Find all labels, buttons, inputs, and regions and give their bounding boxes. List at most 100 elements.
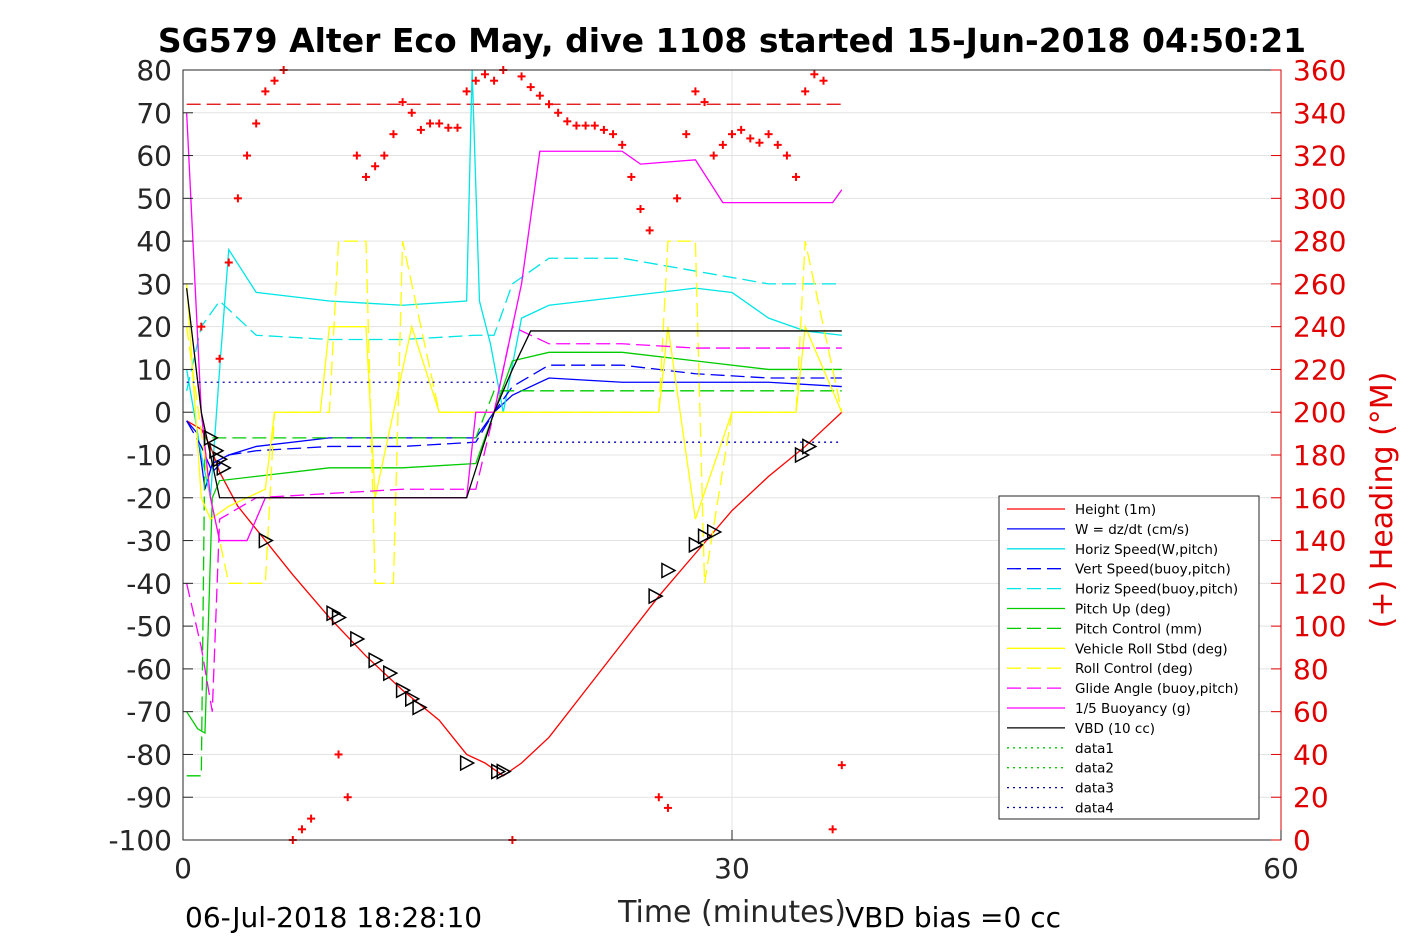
y-right-tick-label: 80 — [1293, 653, 1329, 686]
heading-point — [737, 125, 746, 134]
heading-point — [380, 151, 389, 160]
depth-marker — [706, 523, 723, 541]
heading-point — [810, 70, 819, 79]
heading-point — [801, 87, 810, 96]
y-right-tick-label: 120 — [1293, 567, 1346, 600]
y-right-tick-label: 260 — [1293, 268, 1346, 301]
legend-entry: Vehicle Roll Stbd (deg) — [1075, 641, 1228, 657]
series-line-10 — [186, 112, 843, 542]
series-line-4 — [186, 257, 842, 391]
depth-marker — [459, 754, 476, 772]
legend-entry: VBD (10 cc) — [1075, 721, 1155, 737]
y-tick-label: -60 — [126, 653, 172, 686]
y-axis-right-label: (+) Heading (°M) — [1365, 372, 1400, 629]
series-line-2 — [186, 69, 842, 498]
heading-point — [773, 140, 782, 149]
depth-marker — [802, 438, 818, 455]
heading-point — [746, 134, 755, 143]
depth-marker — [688, 536, 704, 554]
series-line-0 — [186, 411, 843, 777]
heading-point — [517, 72, 526, 81]
depth-marker — [203, 429, 220, 447]
heading-point — [334, 750, 343, 759]
heading-point — [270, 76, 279, 85]
y-right-tick-label: 320 — [1293, 140, 1346, 173]
y-right-tick-label: 280 — [1293, 225, 1346, 258]
y-right-tick-label: 60 — [1293, 696, 1329, 729]
heading-point — [416, 125, 425, 134]
legend-entry: W = dz/dt (cm/s) — [1075, 522, 1189, 538]
heading-point — [755, 138, 764, 147]
legend-entry: data3 — [1075, 781, 1114, 797]
depth-marker — [368, 652, 384, 669]
y-right-tick-label: 20 — [1293, 781, 1329, 814]
depth-marker-layer — [203, 429, 818, 780]
y-right-tick-label: 240 — [1293, 311, 1346, 344]
heading-point — [581, 121, 590, 130]
y-tick-label: 40 — [136, 225, 172, 258]
depth-marker — [395, 682, 412, 699]
depth-marker — [412, 699, 428, 716]
y-tick-label: -20 — [126, 482, 172, 515]
y-tick-label: -80 — [126, 738, 172, 771]
heading-point — [545, 100, 553, 109]
y-tick-label: 0 — [154, 396, 172, 429]
y-right-tick-label: 300 — [1293, 182, 1346, 215]
legend-entry: Pitch Control (mm) — [1075, 621, 1202, 637]
depth-marker — [350, 630, 366, 648]
legend-entry: 1/5 Buoyancy (g) — [1075, 701, 1191, 717]
heading-point — [636, 205, 645, 214]
x-tick-label: 30 — [714, 852, 750, 885]
heading-point — [828, 825, 837, 834]
depth-marker — [697, 528, 714, 545]
series-line-11 — [186, 288, 842, 499]
vbd-bias-footer: VBD bias =0 cc — [845, 901, 1061, 934]
y-tick-label: 70 — [136, 97, 172, 130]
heading-point — [444, 123, 453, 132]
y-tick-label: 20 — [136, 311, 172, 344]
x-axis-label: Time (minutes) — [617, 895, 846, 930]
legend: Height (1m) W = dz/dt (cm/s) Horiz Speed(W… — [998, 495, 1260, 820]
heading-point — [243, 151, 252, 160]
depth-marker — [216, 459, 232, 477]
series-line-6 — [186, 390, 842, 777]
heading-point — [261, 87, 270, 96]
legend-entry: data2 — [1075, 761, 1114, 777]
y-right-tick-label: 100 — [1293, 610, 1346, 643]
series-line-9 — [186, 325, 842, 712]
chart-title: SG579 Alter Eco May, dive 1108 started 1… — [158, 21, 1306, 60]
heading-point — [297, 825, 306, 834]
heading-point — [197, 322, 206, 331]
depth-marker — [258, 532, 274, 549]
legend-entry: data4 — [1075, 801, 1114, 817]
legend-entry: data1 — [1075, 741, 1114, 757]
heading-point — [673, 194, 682, 203]
y-right-tick-label: 200 — [1293, 396, 1346, 429]
y-axis-left: 80 70 60 50 40 30 20 10 0 -10 -20 -30 -40 -50 -60 -70 -8… — [108, 54, 193, 857]
heading-point — [343, 793, 352, 802]
depth-marker — [383, 664, 399, 682]
heading-point — [792, 172, 801, 181]
heading-point — [691, 87, 700, 96]
heading-point — [307, 814, 316, 823]
heading-point — [590, 121, 599, 130]
depth-marker — [496, 763, 512, 780]
heading-point — [718, 140, 727, 149]
heading-point — [709, 151, 718, 160]
heading-point — [398, 98, 407, 107]
depth-marker — [661, 562, 677, 579]
y-right-tick-label: 0 — [1293, 824, 1311, 857]
heading-point — [728, 130, 736, 139]
heading-point — [700, 98, 709, 107]
y-tick-label: 80 — [136, 54, 172, 87]
heading-point — [526, 83, 535, 92]
heading-point — [490, 76, 499, 85]
heading-point — [426, 119, 435, 128]
series-line-8 — [186, 240, 843, 584]
legend-entry: Height (1m) — [1075, 502, 1156, 518]
depth-marker — [794, 446, 811, 464]
heading-point — [233, 194, 242, 203]
depth-marker — [326, 605, 342, 622]
y-right-tick-label: 140 — [1293, 525, 1346, 558]
heading-point — [453, 123, 462, 132]
